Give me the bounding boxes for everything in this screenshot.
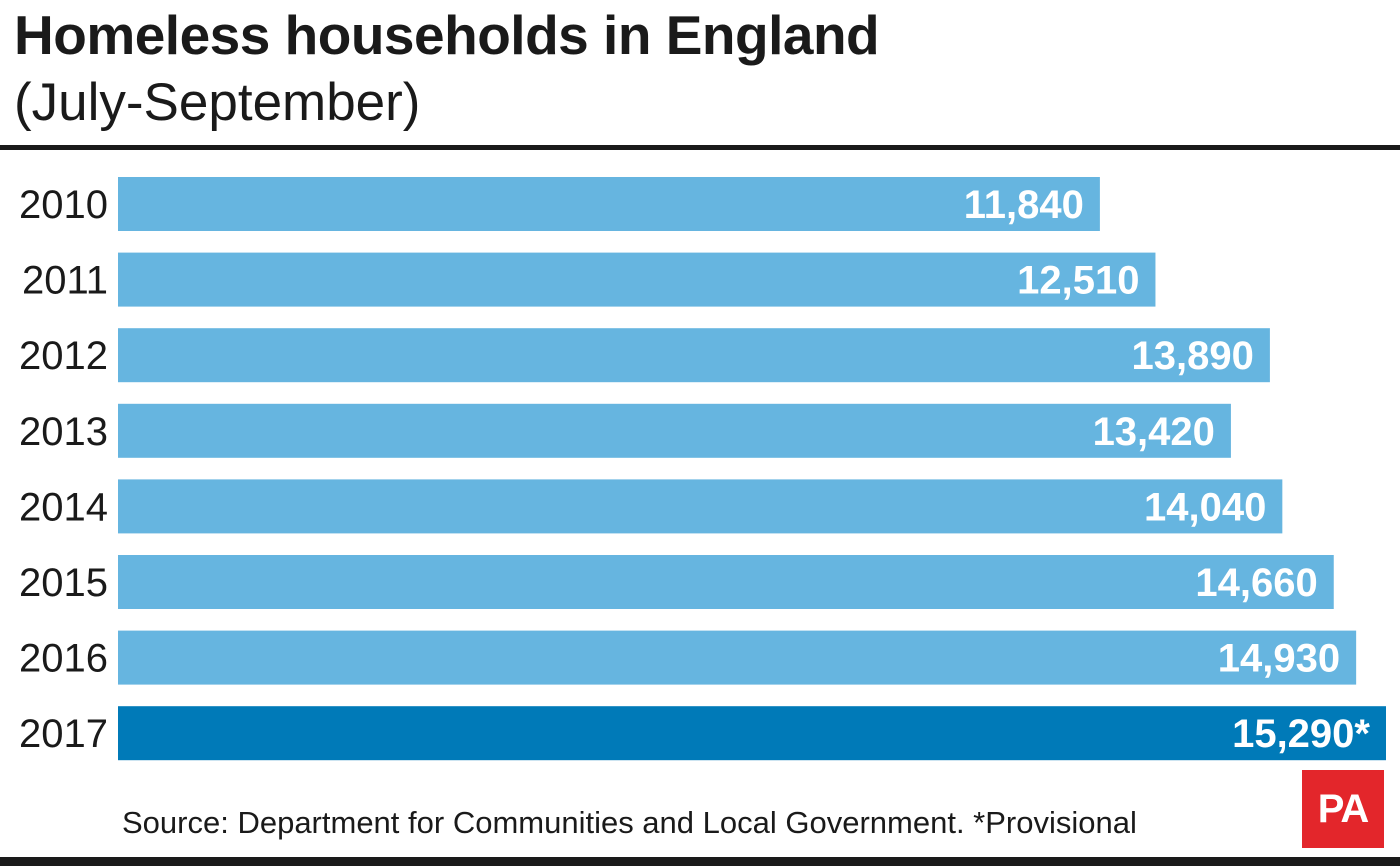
year-label-2012: 2012 [19,334,108,378]
year-label-2013: 2013 [19,410,108,454]
bar-2011 [118,252,1156,307]
pa-logo: PA [1302,770,1384,848]
year-label-2010: 2010 [19,183,108,227]
title-divider [0,145,1400,150]
value-label-2016: 14,930 [1218,637,1340,681]
value-label-2011: 12,510 [1017,259,1139,303]
bar-2014 [118,479,1283,534]
year-label-2011: 2011 [22,259,108,303]
year-label-2016: 2016 [19,637,108,681]
value-label-2015: 14,660 [1195,561,1317,605]
bar-2017 [118,706,1386,761]
value-label-2012: 13,890 [1132,334,1254,378]
year-label-2014: 2014 [19,485,108,529]
bottom-divider [0,857,1400,866]
value-label-2017: 15,290* [1232,712,1370,756]
year-label-2017: 2017 [19,712,108,756]
bar-2015 [118,555,1334,609]
year-label-2015: 2015 [19,561,108,605]
value-label-2010: 11,840 [964,183,1084,227]
bar-2013 [118,403,1231,458]
bar-2016 [118,630,1357,685]
value-label-2014: 14,040 [1144,485,1266,529]
bar-2012 [118,328,1270,383]
chart-title: Homeless households in England [14,4,880,66]
chart-subtitle: (July-September) [14,73,421,132]
source-note: Source: Department for Communities and L… [122,805,1137,840]
value-label-2013: 13,420 [1093,410,1215,454]
bar-2010 [118,177,1100,231]
